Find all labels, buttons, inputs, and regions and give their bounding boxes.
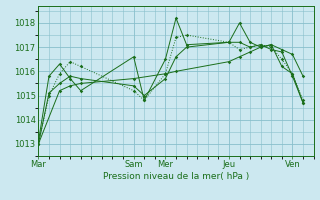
X-axis label: Pression niveau de la mer( hPa ): Pression niveau de la mer( hPa ) — [103, 172, 249, 181]
